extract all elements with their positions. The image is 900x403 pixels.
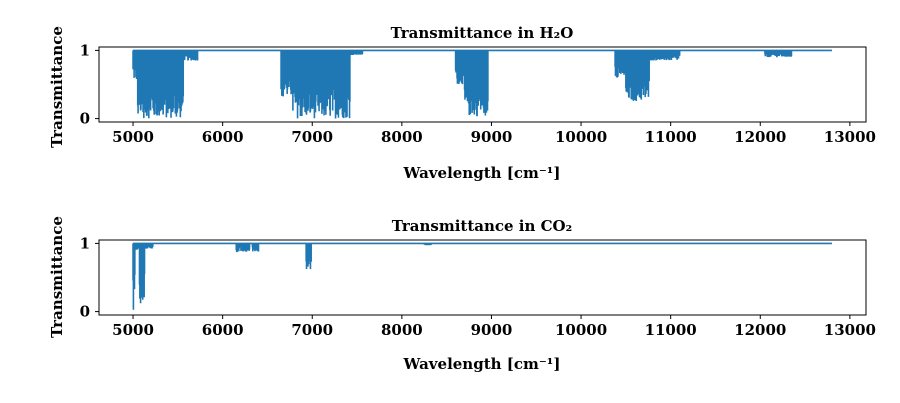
x-tick-label: 11000 [645,128,697,146]
plot-frame [98,239,867,316]
y-axis-label: Transmittance [48,26,66,148]
x-tick-label: 9000 [471,321,513,339]
axis-ticks: 5000 6000 7000 8000 9000 10000 11000 12000 13000… [80,41,876,146]
y-tick-label: 1 [80,41,90,59]
axis-ticks: 5000 6000 7000 8000 9000 10000 11000 12000 13000… [80,234,876,339]
x-tick-label: 9000 [471,128,513,146]
y-tick-label: 0 [80,303,90,321]
x-tick-label: 12000 [734,128,786,146]
x-tick-label: 13000 [824,321,876,339]
x-tick-label: 12000 [734,321,786,339]
x-axis-label: Wavelength [cm⁻¹] [403,164,561,182]
co2-transmittance-panel: Transmittance in CO₂ Transmittance Wavel… [48,216,876,373]
x-tick-label: 6000 [202,128,244,146]
h2o-transmittance-panel: Transmittance in H₂O Transmittance Wavel… [48,24,876,182]
y-axis-label: Transmittance [48,216,66,338]
x-tick-label: 7000 [291,128,333,146]
x-tick-label: 13000 [824,128,876,146]
x-tick-label: 8000 [381,321,423,339]
chart-title: Transmittance in CO₂ [392,217,572,235]
plot-area [132,242,832,310]
x-tick-label: 11000 [645,321,697,339]
y-tick-label: 1 [80,234,90,252]
y-tick-label: 0 [80,110,90,128]
x-tick-label: 7000 [291,321,333,339]
x-tick-label: 6000 [202,321,244,339]
x-tick-label: 8000 [381,128,423,146]
x-axis-label: Wavelength [cm⁻¹] [403,355,561,373]
x-tick-label: 10000 [555,321,607,339]
x-tick-label: 10000 [555,128,607,146]
x-tick-label: 5000 [112,128,154,146]
series-line-0 [132,49,832,119]
x-tick-label: 5000 [112,321,154,339]
plot-area [132,49,832,119]
plot-frame [98,46,867,123]
series-line-0 [132,242,832,310]
chart-title: Transmittance in H₂O [391,24,574,42]
